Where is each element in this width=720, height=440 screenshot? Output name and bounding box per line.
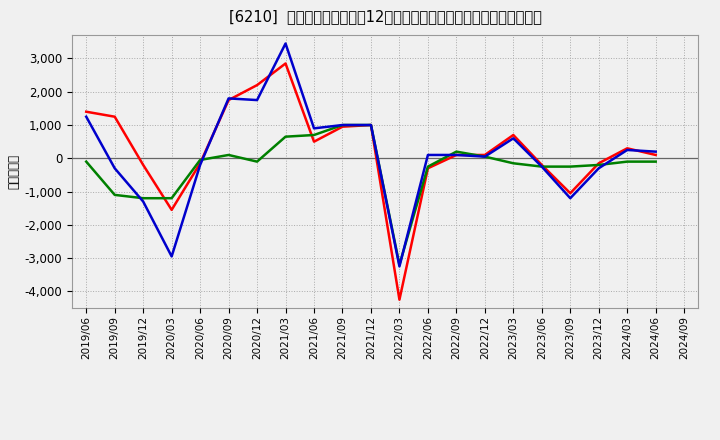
- フリーCF: [282, 41, 290, 46]
- 営業CF: [423, 165, 432, 171]
- フリーCF: [623, 147, 631, 153]
- Y-axis label: （百万円）: （百万円）: [7, 154, 20, 189]
- 投資CF: [537, 164, 546, 169]
- フリーCF: [310, 126, 318, 131]
- フリーCF: [167, 254, 176, 259]
- フリーCF: [225, 96, 233, 101]
- フリーCF: [395, 264, 404, 269]
- フリーCF: [139, 199, 148, 204]
- 投資CF: [110, 192, 119, 198]
- 営業CF: [196, 161, 204, 166]
- 投資CF: [82, 159, 91, 164]
- フリーCF: [253, 97, 261, 103]
- フリーCF: [537, 164, 546, 169]
- 営業CF: [452, 152, 461, 158]
- 営業CF: [225, 97, 233, 103]
- 営業CF: [566, 191, 575, 196]
- 営業CF: [480, 152, 489, 158]
- 営業CF: [167, 207, 176, 213]
- 営業CF: [652, 152, 660, 158]
- フリーCF: [595, 165, 603, 171]
- 投資CF: [595, 162, 603, 168]
- フリーCF: [110, 165, 119, 171]
- 投資CF: [423, 164, 432, 169]
- 投資CF: [310, 132, 318, 138]
- 投資CF: [196, 158, 204, 163]
- フリーCF: [452, 152, 461, 158]
- 投資CF: [225, 152, 233, 158]
- 営業CF: [623, 146, 631, 151]
- 投資CF: [452, 149, 461, 154]
- 投資CF: [282, 134, 290, 139]
- 投資CF: [366, 122, 375, 128]
- 営業CF: [139, 162, 148, 168]
- 投資CF: [167, 195, 176, 201]
- 営業CF: [395, 297, 404, 302]
- 投資CF: [253, 159, 261, 164]
- 投資CF: [652, 159, 660, 164]
- フリーCF: [196, 162, 204, 168]
- フリーCF: [366, 122, 375, 128]
- Line: 営業CF: 営業CF: [86, 63, 656, 300]
- 営業CF: [310, 139, 318, 144]
- Line: 投資CF: 投資CF: [86, 125, 656, 265]
- 投資CF: [480, 154, 489, 159]
- フリーCF: [423, 152, 432, 158]
- 営業CF: [537, 162, 546, 168]
- 投資CF: [623, 159, 631, 164]
- 営業CF: [509, 132, 518, 138]
- 営業CF: [595, 161, 603, 166]
- フリーCF: [480, 154, 489, 159]
- 投資CF: [395, 262, 404, 268]
- フリーCF: [566, 195, 575, 201]
- Legend: 営業CF, 投資CF, フリーCF: 営業CF, 投資CF, フリーCF: [228, 437, 542, 440]
- フリーCF: [652, 149, 660, 154]
- 投資CF: [509, 161, 518, 166]
- Title: [6210]  キャッシュフローの12か月移動合計の対前年同期増減額の推移: [6210] キャッシュフローの12か月移動合計の対前年同期増減額の推移: [229, 9, 541, 24]
- 営業CF: [82, 109, 91, 114]
- 営業CF: [110, 114, 119, 119]
- フリーCF: [509, 136, 518, 141]
- 営業CF: [282, 61, 290, 66]
- Line: フリーCF: フリーCF: [86, 44, 656, 266]
- 投資CF: [566, 164, 575, 169]
- 投資CF: [139, 195, 148, 201]
- フリーCF: [82, 114, 91, 119]
- 投資CF: [338, 122, 347, 128]
- 営業CF: [253, 82, 261, 88]
- フリーCF: [338, 122, 347, 128]
- 営業CF: [338, 124, 347, 129]
- 営業CF: [366, 122, 375, 128]
